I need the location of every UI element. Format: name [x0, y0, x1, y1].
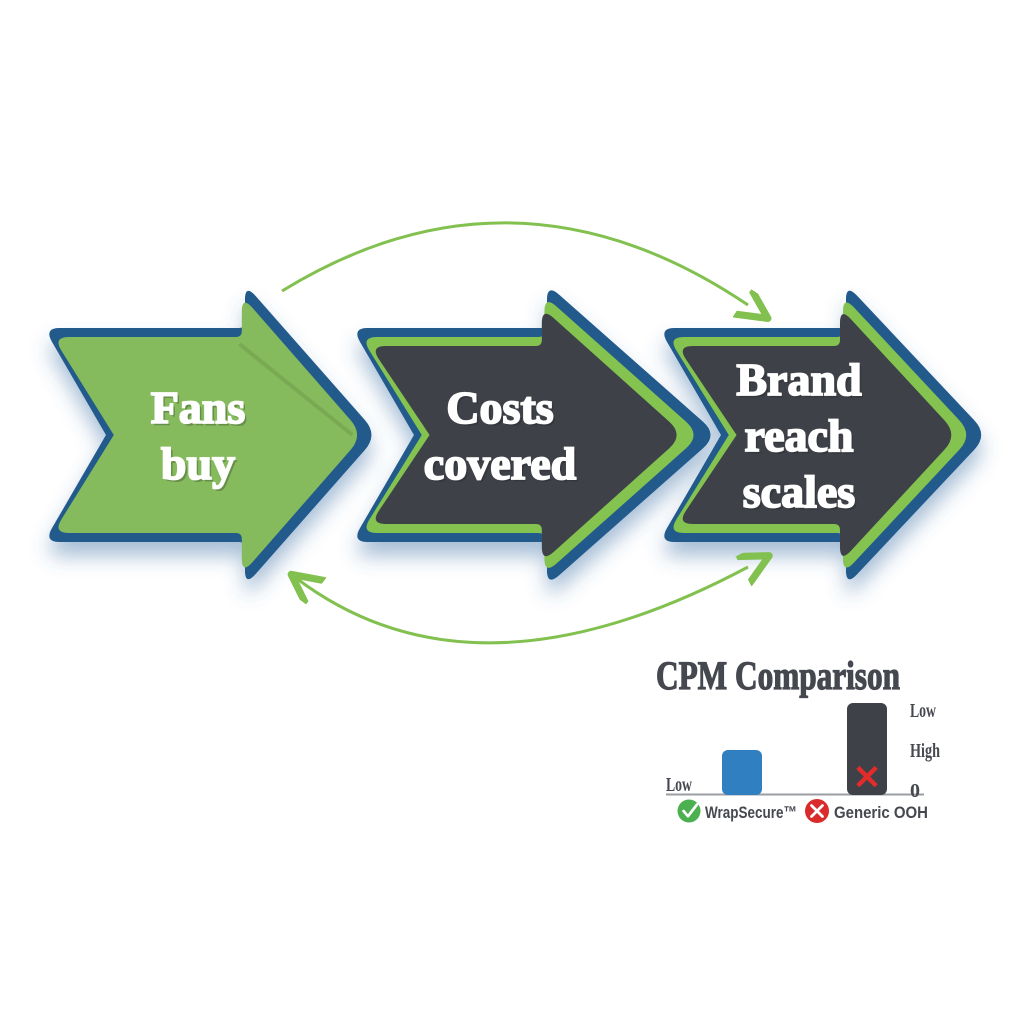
svg-text:Brand: Brand	[736, 354, 862, 405]
svg-text:High: High	[910, 740, 940, 762]
svg-text:covered: covered	[424, 438, 577, 489]
svg-text:buy: buy	[161, 438, 235, 489]
svg-text:Costs: Costs	[446, 382, 553, 433]
svg-text:Low: Low	[910, 700, 936, 722]
svg-text:Fans: Fans	[151, 382, 246, 433]
svg-text:WrapSecure™: WrapSecure™	[705, 803, 797, 822]
svg-text:scales: scales	[743, 466, 855, 517]
svg-text:Generic OOH: Generic OOH	[834, 803, 928, 822]
svg-text:0: 0	[910, 780, 920, 802]
svg-text:✕: ✕	[853, 759, 882, 797]
svg-text:CPM Comparison: CPM Comparison	[656, 653, 900, 698]
svg-text:reach: reach	[744, 410, 853, 461]
svg-text:Low: Low	[666, 774, 692, 796]
